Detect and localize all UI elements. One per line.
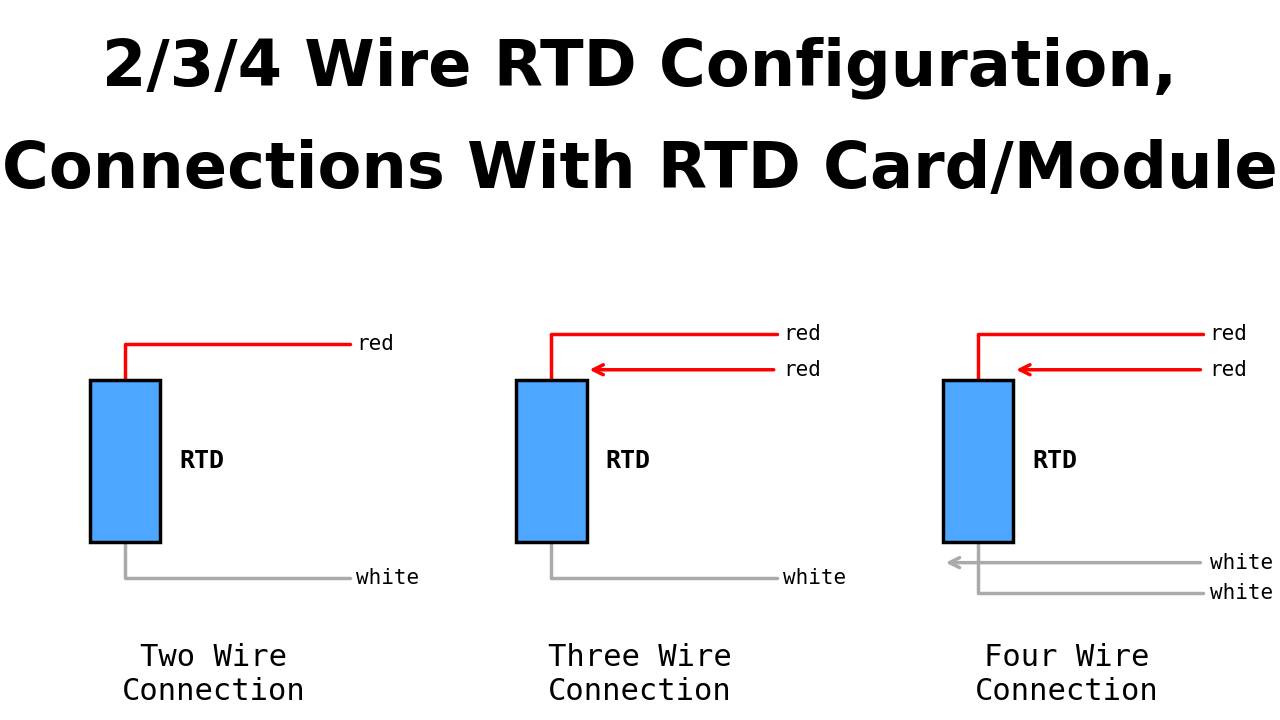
Text: RTD: RTD [1033, 449, 1078, 473]
Text: red: red [783, 324, 820, 344]
Text: white: white [1210, 583, 1272, 603]
Text: RTD: RTD [605, 449, 650, 473]
Text: red: red [356, 334, 394, 354]
Bar [943, 380, 1014, 542]
Text: white: white [783, 568, 846, 588]
Text: Two Wire
Connection: Two Wire Connection [122, 643, 305, 706]
Text: Three Wire
Connection: Three Wire Connection [548, 643, 732, 706]
Text: Four Wire
Connection: Four Wire Connection [975, 643, 1158, 706]
Text: red: red [783, 360, 820, 379]
Text: RTD: RTD [179, 449, 224, 473]
Text: 2/3/4 Wire RTD Configuration,: 2/3/4 Wire RTD Configuration, [102, 37, 1178, 99]
Text: red: red [1210, 324, 1248, 344]
Text: white: white [356, 568, 420, 588]
Text: red: red [1210, 360, 1248, 379]
Bar [516, 380, 586, 542]
Text: white: white [1210, 553, 1272, 572]
Bar [90, 380, 160, 542]
Text: Connections With RTD Card/Module: Connections With RTD Card/Module [3, 139, 1277, 201]
